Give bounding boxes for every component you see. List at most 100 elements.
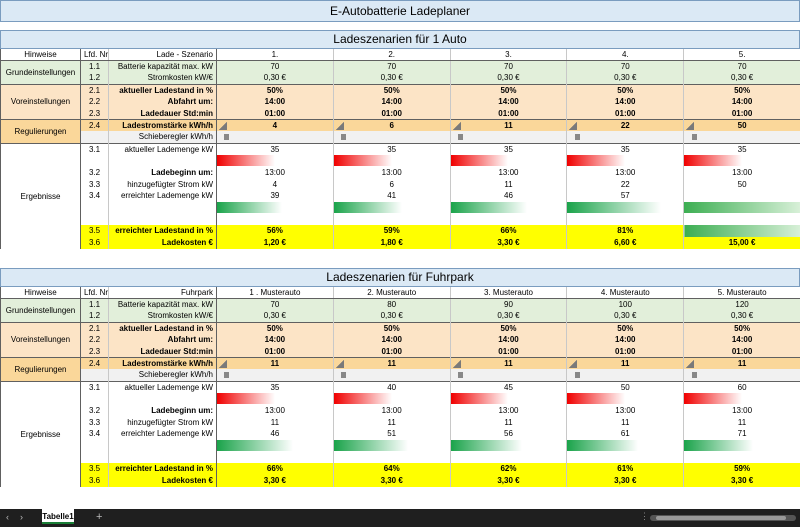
- value-batt-3[interactable]: 90: [450, 298, 568, 311]
- charge-current-cell-5[interactable]: 11: [683, 356, 800, 369]
- scenario-table: Hinweise Lfd. Nr. Fuhrpark 1 . Musterauto 2.…: [0, 287, 800, 487]
- slider-3[interactable]: [450, 130, 568, 144]
- value-strom-4[interactable]: 0,30 €: [566, 72, 685, 85]
- slider-knob-2[interactable]: [341, 371, 347, 378]
- row-label-lst: Ladestromstärke kWh/h: [108, 356, 217, 369]
- value-dauer-5[interactable]: 01:00: [683, 345, 800, 358]
- value-akt-3[interactable]: 50%: [450, 83, 568, 96]
- value-dauer-3[interactable]: 01:00: [450, 345, 568, 358]
- slider-3[interactable]: [450, 368, 568, 382]
- value-batt-3[interactable]: 70: [450, 60, 568, 73]
- value-akt-1[interactable]: 50%: [216, 321, 334, 334]
- value-abf-1[interactable]: 14:00: [216, 95, 334, 108]
- slider-knob-5[interactable]: [691, 371, 697, 378]
- slider-knob-2[interactable]: [341, 133, 347, 140]
- reached-charge-bar-5: [684, 202, 800, 214]
- value-akt-1[interactable]: 50%: [216, 83, 334, 96]
- value-dauer-2[interactable]: 01:00: [333, 107, 451, 120]
- value-batt-1[interactable]: 70: [216, 298, 334, 311]
- value-strom-2[interactable]: 0,30 €: [333, 310, 451, 323]
- value-strom-1[interactable]: 0,30 €: [216, 72, 334, 85]
- value-batt-2[interactable]: 70: [333, 60, 451, 73]
- value-batt-2[interactable]: 80: [333, 298, 451, 311]
- slider-4[interactable]: [566, 368, 685, 382]
- row-number: [80, 451, 109, 464]
- value-dauer-2[interactable]: 01:00: [333, 345, 451, 358]
- charge-current-cell-2[interactable]: 6: [333, 118, 451, 131]
- slider-1[interactable]: [216, 130, 334, 144]
- value-abf-1[interactable]: 14:00: [216, 333, 334, 346]
- value-abf-5[interactable]: 14:00: [683, 95, 800, 108]
- value-strom-5[interactable]: 0,30 €: [683, 72, 800, 85]
- charge-current-cell-3[interactable]: 11: [450, 356, 568, 369]
- charge-current-cell-2[interactable]: 11: [333, 356, 451, 369]
- slider-5[interactable]: [683, 130, 800, 144]
- value-dauer-4[interactable]: 01:00: [566, 107, 685, 120]
- charge-current-cell-5[interactable]: 50: [683, 118, 800, 131]
- sheet-tab-tabelle1[interactable]: Tabelle1: [42, 509, 74, 524]
- value-dauer-1[interactable]: 01:00: [216, 107, 334, 120]
- value-batt-1[interactable]: 70: [216, 60, 334, 73]
- value-akt-4[interactable]: 50%: [566, 83, 685, 96]
- value-batt-5[interactable]: 70: [683, 60, 800, 73]
- value-strom-3[interactable]: 0,30 €: [450, 310, 568, 323]
- slider-knob-1[interactable]: [224, 133, 230, 140]
- value-aktmenge-2: 35: [333, 142, 451, 155]
- value-abf-4[interactable]: 14:00: [566, 333, 685, 346]
- charge-current-cell-3[interactable]: 11: [450, 118, 568, 131]
- horizontal-scrollbar[interactable]: [650, 515, 796, 521]
- scrollbar-thumb[interactable]: [656, 516, 786, 520]
- value-strom-5[interactable]: 0,30 €: [683, 310, 800, 323]
- row-kosten: 3.6 Ladekosten €3,30 €3,30 €3,30 €3,30 €3…: [1, 474, 800, 487]
- charge-current-cell-1[interactable]: 11: [216, 356, 334, 369]
- slider-knob-4[interactable]: [574, 371, 580, 378]
- value-kosten-5: 3,30 €: [683, 474, 800, 487]
- value-abf-3[interactable]: 14:00: [450, 95, 568, 108]
- value-akt-3[interactable]: 50%: [450, 321, 568, 334]
- value-akt-5[interactable]: 50%: [683, 83, 800, 96]
- current-charge-bar-cell-1: [216, 393, 334, 405]
- row-label-empty: [108, 439, 217, 452]
- value-strom-4[interactable]: 0,30 €: [566, 310, 685, 323]
- value-kosten-4: 3,30 €: [566, 474, 685, 487]
- value-strom-2[interactable]: 0,30 €: [333, 72, 451, 85]
- slider-knob-3[interactable]: [457, 133, 463, 140]
- value-dauer-3[interactable]: 01:00: [450, 107, 568, 120]
- charge-current-cell-4[interactable]: 11: [566, 356, 685, 369]
- value-batt-5[interactable]: 120: [683, 298, 800, 311]
- slider-2[interactable]: [333, 130, 451, 144]
- value-lst-4: 11: [621, 358, 630, 368]
- value-abf-2[interactable]: 14:00: [333, 95, 451, 108]
- value-strom-1[interactable]: 0,30 €: [216, 310, 334, 323]
- value-akt-2[interactable]: 50%: [333, 321, 451, 334]
- value-strom-3[interactable]: 0,30 €: [450, 72, 568, 85]
- slider-knob-5[interactable]: [691, 133, 697, 140]
- value-dauer-4[interactable]: 01:00: [566, 345, 685, 358]
- value-batt-4[interactable]: 70: [566, 60, 685, 73]
- slider-4[interactable]: [566, 130, 685, 144]
- value-hinzu-3: 11: [450, 416, 568, 429]
- row-number: 3.6: [80, 474, 109, 487]
- value-dauer-1[interactable]: 01:00: [216, 345, 334, 358]
- slider-knob-3[interactable]: [457, 371, 463, 378]
- slider-knob-1[interactable]: [224, 371, 230, 378]
- row-lst: Regulierungen 2.4 Ladestromstärke kWh/h 11 1…: [0, 356, 800, 382]
- charge-current-cell-1[interactable]: 4: [216, 118, 334, 131]
- value-akt-4[interactable]: 50%: [566, 321, 685, 334]
- slider-1[interactable]: [216, 368, 334, 382]
- slider-2[interactable]: [333, 368, 451, 382]
- value-abf-5[interactable]: 14:00: [683, 333, 800, 346]
- slider-knob-4[interactable]: [574, 133, 580, 140]
- nav-right-icon[interactable]: ›: [20, 512, 23, 522]
- value-akt-5[interactable]: 50%: [683, 321, 800, 334]
- value-abf-3[interactable]: 14:00: [450, 333, 568, 346]
- value-dauer-5[interactable]: 01:00: [683, 107, 800, 120]
- value-abf-2[interactable]: 14:00: [333, 333, 451, 346]
- value-abf-4[interactable]: 14:00: [566, 95, 685, 108]
- slider-5[interactable]: [683, 368, 800, 382]
- value-akt-2[interactable]: 50%: [333, 83, 451, 96]
- value-batt-4[interactable]: 100: [566, 298, 685, 311]
- nav-left-icon[interactable]: ‹: [6, 512, 9, 522]
- add-sheet-icon[interactable]: +: [96, 511, 103, 523]
- charge-current-cell-4[interactable]: 22: [566, 118, 685, 131]
